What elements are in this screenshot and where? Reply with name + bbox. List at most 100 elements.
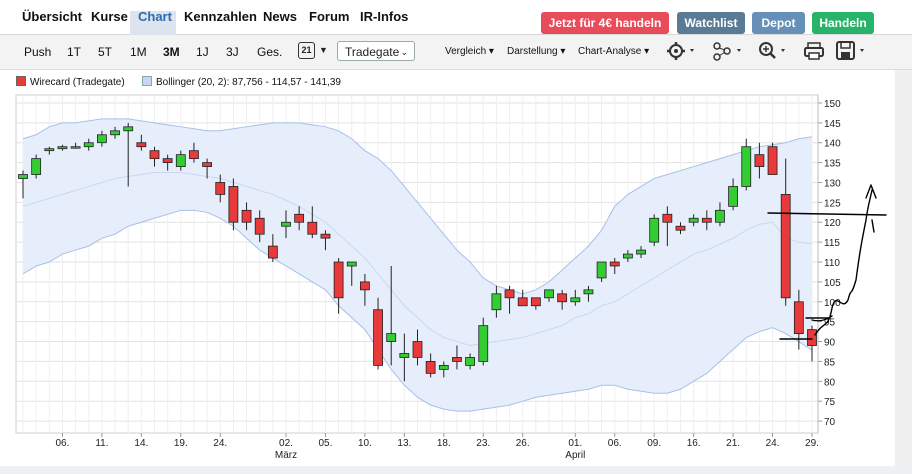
period-1m[interactable]: 1M — [130, 45, 147, 59]
candle-body — [452, 357, 462, 362]
watchlist-button[interactable]: Watchlist — [677, 12, 745, 34]
candle — [123, 122, 134, 187]
gear-icon[interactable] — [666, 41, 698, 61]
scrollbar-track[interactable] — [895, 70, 912, 474]
candle-body — [570, 297, 581, 303]
zoom-icon[interactable] — [758, 41, 790, 61]
candle-body — [320, 233, 331, 239]
menu-chart-analyse[interactable]: Chart-Analyse ▾ — [578, 46, 650, 57]
candle-body — [359, 281, 370, 291]
candle — [741, 138, 752, 191]
exchange-select[interactable]: Tradegate ⌄ — [337, 41, 415, 61]
plot-area — [15, 94, 819, 434]
candle — [478, 317, 489, 366]
candles — [18, 122, 817, 382]
candle — [465, 353, 476, 370]
candle — [570, 289, 581, 306]
promo-trade-button[interactable]: Jetzt für 4€ handeln — [541, 12, 669, 34]
candle-body — [780, 194, 791, 299]
nav-kennzahlen[interactable]: Kennzahlen — [184, 9, 257, 24]
period-push[interactable]: Push — [24, 45, 52, 59]
candle-body — [267, 245, 278, 259]
hand-drawn-annotation — [767, 184, 887, 340]
candle — [728, 178, 738, 211]
period-ges[interactable]: Ges. — [257, 45, 283, 59]
bollinger-band — [22, 118, 813, 412]
candle — [215, 174, 226, 203]
candle — [189, 142, 199, 163]
candle-body — [609, 261, 620, 267]
print-icon[interactable] — [804, 41, 824, 61]
y-tick-label: 95 — [824, 318, 836, 329]
bollinger-fill — [23, 118, 812, 412]
x-tick-label: 06. — [608, 438, 622, 449]
period-1t[interactable]: 1T — [67, 45, 82, 59]
x-tick-label: 11. — [95, 438, 108, 449]
legend-swatch-series — [16, 76, 26, 86]
candle — [649, 214, 660, 247]
candle-body — [70, 146, 81, 149]
depot-button[interactable]: Depot — [752, 12, 805, 34]
nav-kurse[interactable]: Kurse — [91, 9, 128, 24]
candle-body — [202, 162, 213, 167]
candle-body — [583, 289, 594, 295]
y-tick-label: 90 — [824, 338, 836, 349]
period-5t[interactable]: 5T — [98, 45, 113, 59]
candle-body — [215, 182, 226, 195]
candle — [333, 258, 344, 314]
y-tick-label: 105 — [824, 278, 841, 289]
nav-news[interactable]: News — [263, 9, 297, 24]
candle-body — [425, 361, 436, 374]
candle — [162, 154, 173, 171]
x-tick-label: 24. — [766, 438, 780, 449]
nav-ir-infos[interactable]: IR-Infos — [360, 9, 409, 24]
calendar-dropdown-icon[interactable]: ▼ — [319, 45, 328, 55]
candle — [688, 214, 699, 227]
calendar-icon[interactable]: 21 — [298, 42, 315, 59]
nav-chart[interactable]: Chart — [138, 9, 172, 24]
candle — [807, 325, 817, 362]
candle-body — [57, 146, 68, 150]
period-3j[interactable]: 3J — [226, 45, 239, 59]
bottom-strip — [0, 466, 912, 474]
legend-swatch-bollinger — [142, 76, 152, 86]
candle-body — [83, 142, 94, 148]
candle — [609, 258, 620, 274]
candle-body — [294, 213, 305, 223]
candle — [18, 170, 28, 199]
candle-body — [346, 261, 357, 267]
exchange-select-value: Tradegate — [345, 45, 400, 59]
handeln-button[interactable]: Handeln — [812, 12, 874, 34]
candle-body — [136, 142, 147, 148]
x-tick-label: 18. — [437, 438, 451, 449]
candle-body — [649, 217, 660, 243]
y-tick-label: 110 — [824, 258, 840, 269]
candle-body — [241, 209, 252, 223]
candle — [359, 273, 370, 306]
candle — [754, 142, 765, 179]
nav-forum[interactable]: Forum — [309, 9, 350, 24]
candle — [491, 285, 502, 318]
candle — [307, 206, 318, 239]
candle-body — [18, 174, 28, 179]
chart-grid — [15, 94, 819, 434]
candle-body — [254, 217, 265, 235]
candle — [31, 154, 42, 179]
save-icon[interactable] — [836, 41, 870, 61]
bollinger-upper — [22, 118, 813, 295]
candle-body — [189, 150, 199, 160]
menu-darstellung[interactable]: Darstellung ▾ — [507, 46, 566, 57]
period-1j[interactable]: 1J — [196, 45, 209, 59]
period-3m[interactable]: 3M — [163, 45, 180, 59]
candle-body — [228, 186, 239, 223]
nav-uebersicht[interactable]: Übersicht — [22, 9, 82, 24]
candle — [241, 202, 252, 231]
indicator-network-icon[interactable] — [712, 41, 746, 61]
candle — [149, 146, 160, 167]
candle-body — [478, 325, 489, 362]
candle-body — [793, 301, 804, 334]
menu-vergleich[interactable]: Vergleich ▾ — [445, 46, 494, 57]
candle — [346, 261, 357, 286]
calendar-day: 21 — [301, 45, 312, 55]
candle — [504, 285, 515, 314]
